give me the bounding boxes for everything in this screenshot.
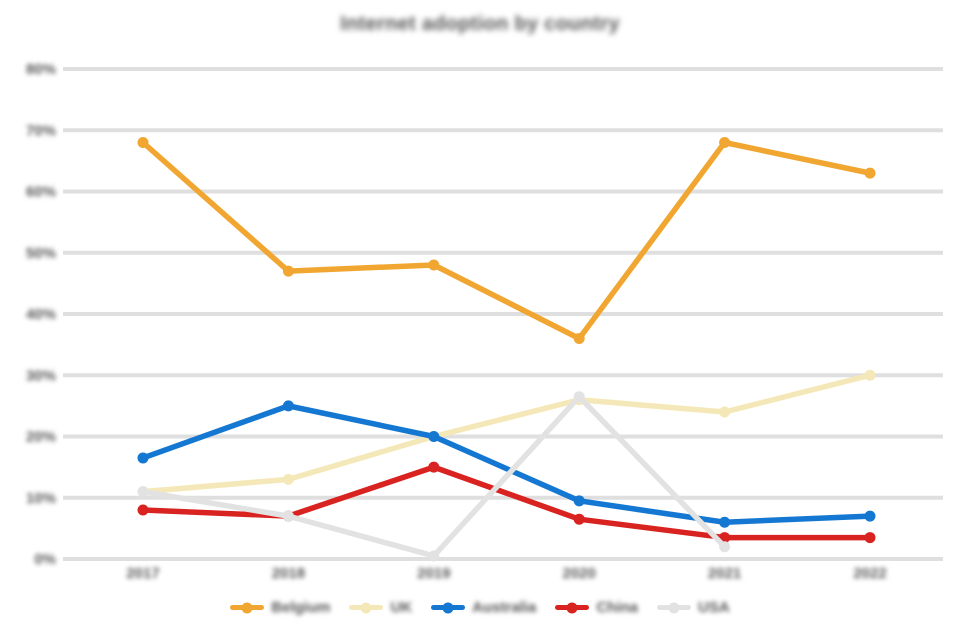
legend-marker-dot xyxy=(360,602,372,613)
data-point-usa xyxy=(428,550,440,562)
data-point-usa xyxy=(137,486,149,498)
legend-label: China xyxy=(596,599,639,616)
y-axis-tick-label: 80% xyxy=(26,61,56,78)
series-line-uk xyxy=(140,372,873,495)
x-axis-tick-label: 2022 xyxy=(853,565,886,582)
x-axis-tick-label: 2019 xyxy=(417,565,450,582)
legend-marker-dot xyxy=(668,602,680,613)
data-point-china xyxy=(428,461,440,473)
legend-marker-dot xyxy=(241,602,253,613)
series-line-usa xyxy=(140,393,728,559)
data-point-australia xyxy=(864,510,876,522)
legend-marker-dot xyxy=(442,602,454,613)
data-point-australia xyxy=(428,431,440,442)
y-axis-tick-label: 70% xyxy=(26,122,56,139)
legend-label: Australia xyxy=(472,599,537,616)
legend-line-swatch xyxy=(431,602,466,613)
x-axis-tick-label: 2017 xyxy=(126,565,159,582)
legend-item-australia: Australia xyxy=(431,599,536,616)
data-point-belgium xyxy=(282,265,294,277)
legend-line-swatch xyxy=(349,602,384,613)
x-axis-tick-label: 2021 xyxy=(708,565,741,582)
data-point-australia xyxy=(282,400,294,412)
data-point-uk xyxy=(282,473,294,485)
legend-label: UK xyxy=(390,599,413,616)
data-point-uk xyxy=(719,406,731,418)
x-axis-tick-label: 2018 xyxy=(272,565,305,582)
legend-item-usa: USA xyxy=(657,599,730,616)
data-point-belgium xyxy=(573,333,585,344)
y-axis-tick-label: 20% xyxy=(26,429,56,446)
data-point-australia xyxy=(573,495,585,507)
chart-title: Internet adoption by country xyxy=(340,13,620,35)
y-axis-tick-label: 10% xyxy=(26,490,56,507)
legend-item-china: China xyxy=(555,599,638,616)
data-point-usa xyxy=(282,510,294,522)
data-point-belgium xyxy=(428,259,440,271)
legend-item-belgium: Belgium xyxy=(230,599,330,616)
data-point-usa xyxy=(573,391,585,403)
legend-line-swatch xyxy=(230,602,265,613)
data-point-australia xyxy=(137,452,149,464)
series-line-china xyxy=(140,464,873,541)
y-axis-tick-label: 50% xyxy=(26,245,56,262)
series-line-australia xyxy=(140,403,873,525)
legend-label: Belgium xyxy=(271,599,331,616)
data-point-belgium xyxy=(864,167,876,179)
data-point-uk xyxy=(864,369,876,381)
legend-marker-dot xyxy=(566,602,578,613)
legend-label: USA xyxy=(698,599,730,616)
legend-line-swatch xyxy=(555,602,590,613)
data-point-china xyxy=(137,504,149,516)
legend: Belgium UK Australia China USA xyxy=(0,599,960,616)
x-axis-tick-label: 2020 xyxy=(563,565,596,582)
data-point-china xyxy=(573,513,585,525)
y-axis-tick-label: 60% xyxy=(26,184,56,201)
y-axis-tick-label: 0% xyxy=(34,551,56,568)
y-axis-tick-label: 30% xyxy=(26,367,56,384)
y-axis-tick-label: 40% xyxy=(26,306,56,323)
series-line-belgium xyxy=(140,139,873,342)
legend-item-uk: UK xyxy=(349,599,412,616)
legend-line-swatch xyxy=(657,602,692,613)
data-point-belgium xyxy=(719,137,731,148)
data-point-china xyxy=(864,532,876,544)
data-point-belgium xyxy=(137,137,149,148)
data-point-australia xyxy=(719,516,731,528)
data-point-usa xyxy=(719,541,731,553)
